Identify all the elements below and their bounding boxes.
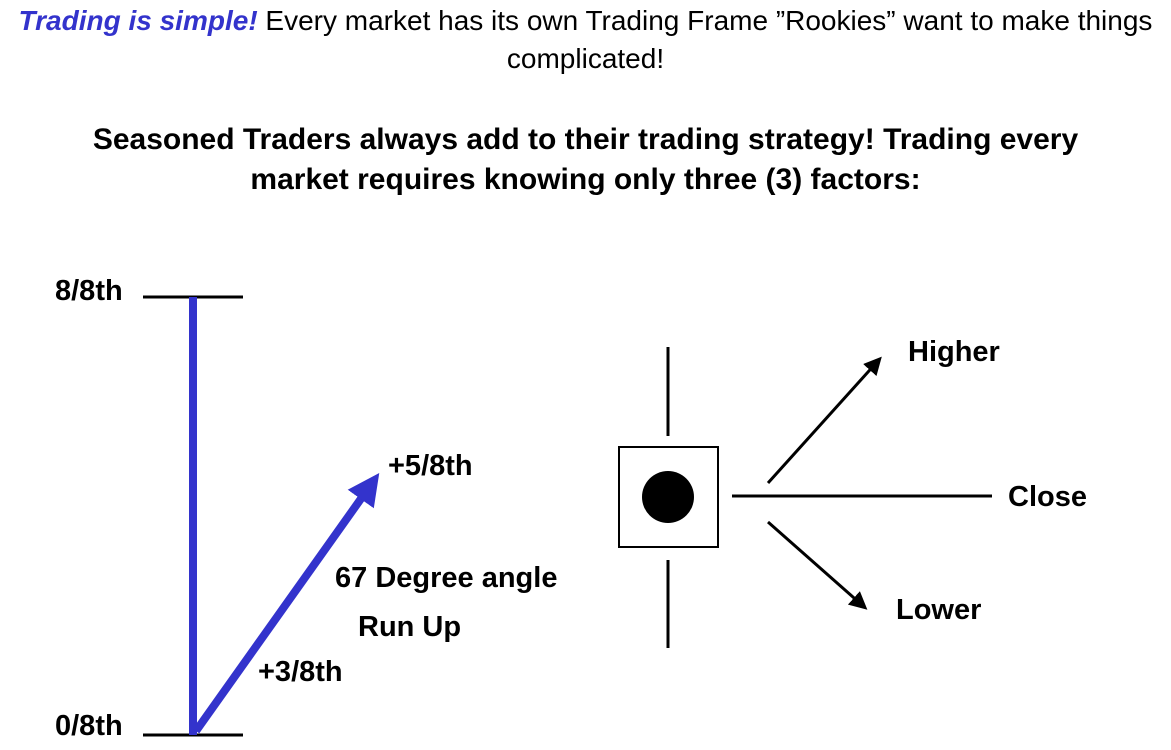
headline: Seasoned Traders always add to their tra… [0,120,1171,200]
higher-label: Higher [908,336,1000,368]
midpoint-label: +3/8th [258,656,343,688]
intro-highlight: Trading is simple! [18,5,258,36]
lower-label: Lower [896,594,981,626]
run-up-label: Run Up [358,611,461,643]
angle-label: 67 Degree angle [335,562,557,594]
bottom-level-label: 0/8th [55,710,123,742]
lower-arrow [767,520,868,610]
close-outcome-diagram: Higher Close Lower [618,336,1087,648]
target-label: +5/8th [388,450,473,482]
intro-body: Every market has its own Trading Frame ”… [257,5,1153,74]
close-label: Close [1008,481,1087,513]
run-up-arrow [192,472,380,734]
octave-frame: 8/8th 0/8th +5/8th +3/8th 67 Degree angl… [55,275,557,742]
headline-line-1: Seasoned Traders always add to their tra… [92,123,1079,156]
intro-text: Trading is simple! Every market has its … [0,2,1171,78]
headline-line-2: market requires knowing only three (3) f… [250,163,921,196]
higher-arrow [766,356,882,485]
close-dot [642,471,694,523]
top-level-label: 8/8th [55,275,123,307]
